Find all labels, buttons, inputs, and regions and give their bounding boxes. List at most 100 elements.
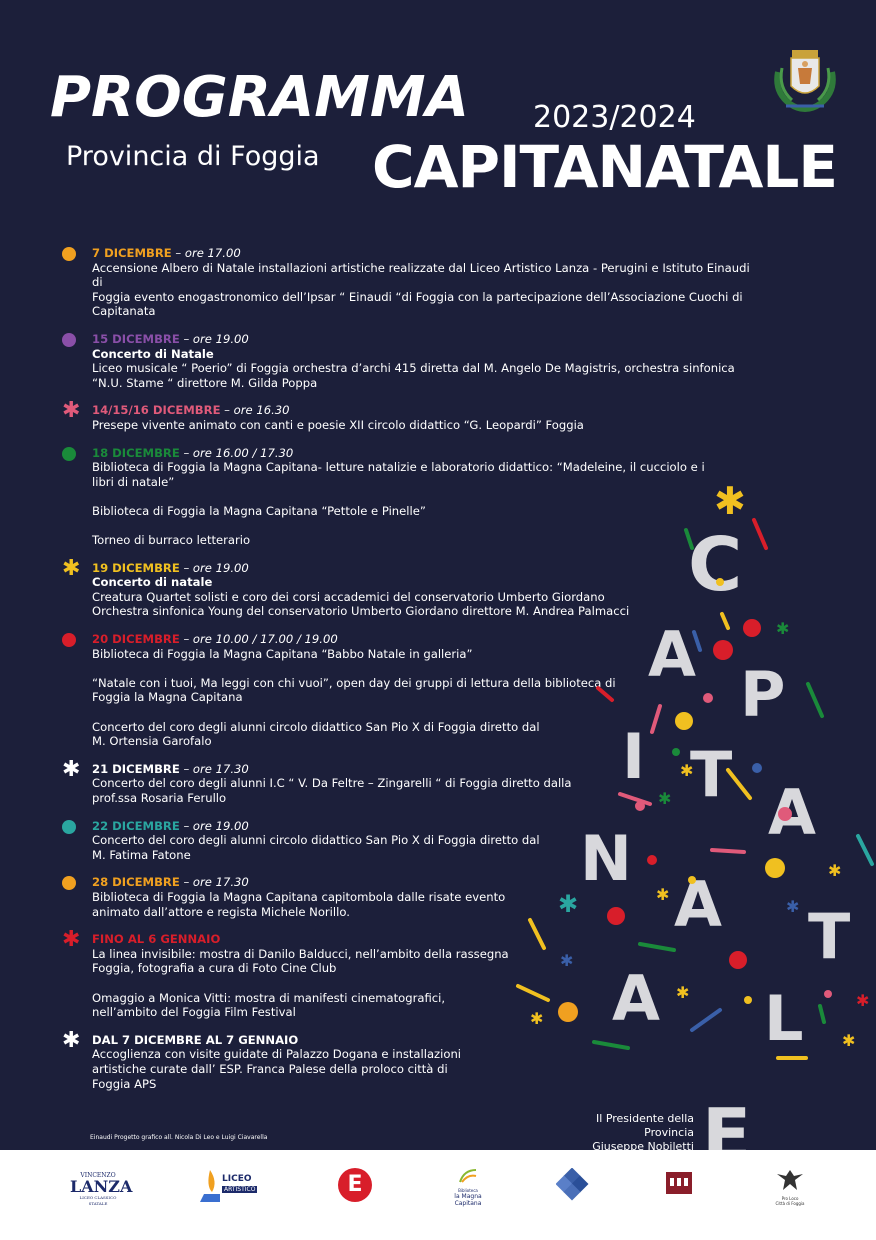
credits: Einaudi Progetto grafico all. Nicola Di … <box>90 1134 268 1141</box>
event-description: Accoglienza con visite guidate di Palazz… <box>92 1047 462 1062</box>
svg-text:✱: ✱ <box>828 861 841 880</box>
leaf-icon <box>459 1169 477 1183</box>
event-extra: Biblioteca di Foggia la Magna Capitana “… <box>92 503 426 518</box>
event-item: ✱ 21 DICEMBRE – ore 17.30 Concerto del cor… <box>62 756 762 806</box>
event-item: 20 DICEMBRE – ore 10.00 / 17.00 / 19.00 B… <box>62 632 762 749</box>
palazzo-logo <box>664 1168 694 1208</box>
event-description: artistiche curate dall’ ESP. Franca Pale… <box>92 1061 448 1076</box>
event-time: – ore 19.00 <box>179 331 249 346</box>
event-date: 7 DICEMBRE <box>92 246 172 260</box>
event-date: 15 DICEMBRE <box>92 331 180 346</box>
event-date: 21 DICEMBRE <box>92 761 180 776</box>
event-item: ✱ FINO AL 6 GENNAIO La linea invisibile: m… <box>62 927 762 1020</box>
event-extra: Concerto del coro degli alunni circolo d… <box>92 719 540 749</box>
flame-icon <box>200 1170 220 1202</box>
event-item: 22 DICEMBRE – ore 19.00 Concerto del coro… <box>62 819 762 863</box>
purple-dot-icon <box>62 332 76 347</box>
event-date: 19 DICEMBRE <box>92 560 180 575</box>
event-description: Orchestra sinfonica Young del conservato… <box>92 604 630 619</box>
red-star-icon: ✱ <box>62 927 81 953</box>
event-description: Concerto del coro degli alunni circolo d… <box>92 833 540 848</box>
svg-text:✱: ✱ <box>856 991 869 1010</box>
orange-dot-icon <box>62 247 76 261</box>
svg-text:✱: ✱ <box>842 1031 855 1050</box>
event-subtitle: Concerto di natale <box>92 575 213 590</box>
event-description: Accensione Albero di Natale installazion… <box>92 260 750 290</box>
green-dot-icon <box>62 446 76 461</box>
event-date: FINO AL 6 GENNAIO <box>92 932 221 947</box>
logo-bar: VINCENZO LANZA LICEO CLASSICO STATALE LI… <box>0 1150 876 1240</box>
event-description: Biblioteca di Foggia la Magna Capitana- … <box>92 460 705 475</box>
signature-role: Il Presidente della Provincia <box>596 1112 694 1139</box>
event-description: Foggia, fotografia a cura di Foto Cine C… <box>92 961 337 976</box>
proloco-logo: Pro Loco Città di Foggia <box>770 1168 810 1208</box>
white-star-icon: ✱ <box>62 756 81 782</box>
brand-title: CAPITANATALE <box>372 133 838 201</box>
lanza-logo: VINCENZO LANZA LICEO CLASSICO STATALE <box>70 1172 133 1206</box>
event-time: – ore 17.30 <box>179 761 249 776</box>
event-item: 7 DICEMBRE – ore 17.00 Accensione Albero … <box>62 246 762 319</box>
event-description: Capitanata <box>92 304 156 319</box>
event-item: 15 DICEMBRE – ore 19.00 Concerto di Natal… <box>62 332 762 390</box>
event-item: ✱ 19 DICEMBRE – ore 19.00 Concerto di nata… <box>62 555 762 619</box>
event-date: DAL 7 DICEMBRE AL 7 GENNAIO <box>92 1032 299 1047</box>
event-extra: “Natale con i tuoi, Ma leggi con chi vuo… <box>92 675 616 705</box>
event-description: libri di natale” <box>92 474 175 489</box>
signature-name: Giuseppe Nobiletti <box>592 1140 694 1150</box>
tree-letter-a: A <box>768 776 816 849</box>
event-date: 22 DICEMBRE <box>92 818 180 833</box>
diamond-logo <box>555 1167 592 1208</box>
event-subtitle: Concerto di Natale <box>92 346 214 361</box>
tree-letter-l: L <box>764 982 804 1055</box>
event-description: Biblioteca di Foggia la Magna Capitana c… <box>92 889 506 904</box>
event-time: – ore 16.00 / 17.30 <box>179 445 294 460</box>
event-time: – ore 10.00 / 17.00 / 19.00 <box>179 632 338 647</box>
white-star-icon: ✱ <box>62 1027 81 1053</box>
event-item: ✱ 14/15/16 DICEMBRE – ore 16.30 Presepe vi… <box>62 398 762 432</box>
signature: Il Presidente della Provincia Giuseppe N… <box>548 1112 694 1150</box>
event-description: prof.ssa Rosaria Ferullo <box>92 791 227 805</box>
teal-dot-icon <box>62 819 76 834</box>
event-description: animato dall’attore e regista Michele No… <box>92 904 350 919</box>
page-title: PROGRAMMA <box>50 65 469 130</box>
building-icon <box>666 1172 692 1194</box>
event-date: 28 DICEMBRE <box>92 875 180 890</box>
svg-text:✱: ✱ <box>786 897 799 916</box>
event-item: 28 DICEMBRE – ore 17.30 Biblioteca di Fog… <box>62 875 762 919</box>
event-description: Biblioteca di Foggia la Magna Capitana “… <box>92 646 473 661</box>
event-date: 14/15/16 DICEMBRE <box>92 403 221 418</box>
eagle-icon <box>777 1170 803 1190</box>
magna-capitana-logo: Biblioteca la Magna Capitana <box>450 1168 486 1208</box>
pink-star-icon: ✱ <box>62 398 81 424</box>
poster: PROGRAMMA 2023/2024 Provincia di Foggia … <box>50 50 874 1150</box>
einaudi-logo: E <box>338 1168 374 1208</box>
event-extra: Omaggio a Monica Vitti: mostra di manife… <box>92 990 446 1020</box>
event-description: Foggia APS <box>92 1076 157 1091</box>
event-description: Creatura Quartet solisti e coro dei cors… <box>92 589 605 604</box>
event-time: – ore 17.30 <box>179 875 249 890</box>
liceo-artistico-logo: LICEO ARTISTICO <box>200 1168 280 1208</box>
event-description: Liceo musicale “ Poerio” di Foggia orche… <box>92 361 735 376</box>
event-description: “N.U. Stame “ direttore M. Gilda Poppa <box>92 375 318 390</box>
yellow-star-icon: ✱ <box>62 555 81 581</box>
province-crest-icon <box>774 50 836 112</box>
red-dot-icon <box>62 633 76 648</box>
event-time: – ore 17.00 <box>171 246 241 260</box>
event-time: – ore 19.00 <box>179 560 249 575</box>
event-item: ✱ DAL 7 DICEMBRE AL 7 GENNAIO Accoglienza … <box>62 1027 762 1091</box>
event-list: 7 DICEMBRE – ore 17.00 Accensione Albero … <box>62 246 762 1104</box>
event-time: – ore 16.30 <box>220 403 290 418</box>
event-extra: Torneo di burraco letterario <box>92 533 251 548</box>
svg-text:✱: ✱ <box>776 619 789 638</box>
year-label: 2023/2024 <box>533 100 696 135</box>
event-description: Concerto del coro degli alunni I.C “ V. … <box>92 776 572 791</box>
event-description: Presepe vivente animato con canti e poes… <box>92 417 584 432</box>
event-date: 18 DICEMBRE <box>92 445 180 460</box>
event-date: 20 DICEMBRE <box>92 632 180 647</box>
orange-dot-icon <box>62 876 76 891</box>
tree-letter-t: T <box>808 900 850 973</box>
diamond-icon <box>555 1167 589 1201</box>
event-time: – ore 19.00 <box>179 818 249 833</box>
event-description: M. Fatima Fatone <box>92 847 191 862</box>
event-item: 18 DICEMBRE – ore 16.00 / 17.30 Bibliotec… <box>62 446 762 548</box>
